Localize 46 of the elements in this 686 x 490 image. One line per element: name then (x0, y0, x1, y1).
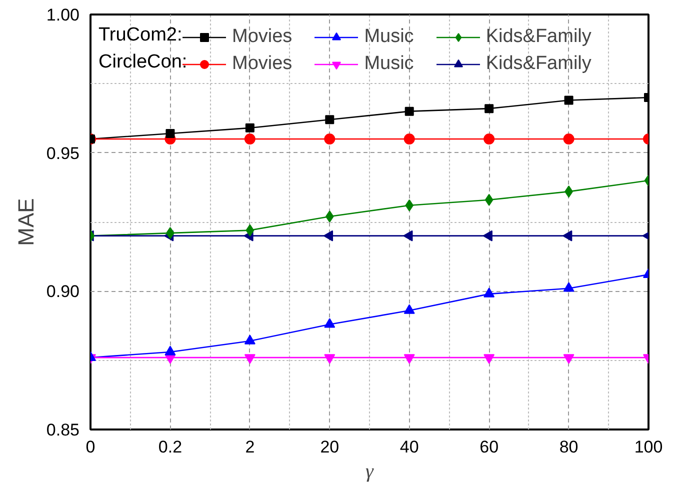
y-tick-label: 0.95 (46, 144, 80, 163)
legend-label: Kids&Family (486, 26, 592, 48)
legend-label: Music (364, 26, 414, 48)
point (244, 134, 256, 144)
point (323, 230, 334, 242)
y-tick-label: 0.85 (46, 420, 80, 440)
annotation: CircleCon: (98, 52, 188, 72)
y-axis-title: MAE (13, 198, 38, 246)
legend-label: Movies (232, 26, 292, 48)
x-tick-label: 40 (400, 438, 419, 456)
point (166, 128, 175, 138)
legend-label: Music (364, 53, 414, 75)
point (244, 354, 256, 364)
point (562, 230, 572, 242)
point (484, 134, 495, 144)
point (404, 134, 415, 144)
point (403, 230, 413, 242)
x-tick-label: 0.2 (158, 438, 182, 456)
point (324, 354, 336, 364)
point (246, 224, 254, 236)
point (484, 354, 495, 364)
legend-label: Kids&Family (486, 53, 592, 75)
point (564, 96, 574, 105)
point (325, 210, 334, 222)
y-tick-label: 0.90 (46, 282, 80, 302)
x-tick-label: 2 (245, 438, 255, 456)
x-tick-label: 100 (634, 438, 663, 456)
point (482, 230, 492, 242)
legend-label: Movies (232, 53, 292, 75)
point (404, 354, 415, 364)
point (404, 106, 414, 116)
x-tick-label: 80 (559, 438, 578, 456)
y-tick-label: 1.00 (46, 6, 80, 24)
point (484, 194, 494, 206)
x-tick-label: 0 (86, 438, 96, 456)
point (324, 134, 336, 144)
x-tick-label: 20 (320, 438, 340, 456)
point (245, 123, 254, 132)
point (484, 104, 494, 114)
x-axis-title: γ (366, 460, 375, 482)
point (563, 354, 574, 364)
annotation: TruCom2: (98, 24, 182, 46)
point (563, 134, 574, 144)
x-tick-label: 60 (480, 438, 499, 456)
point (325, 115, 334, 124)
point (405, 199, 414, 212)
